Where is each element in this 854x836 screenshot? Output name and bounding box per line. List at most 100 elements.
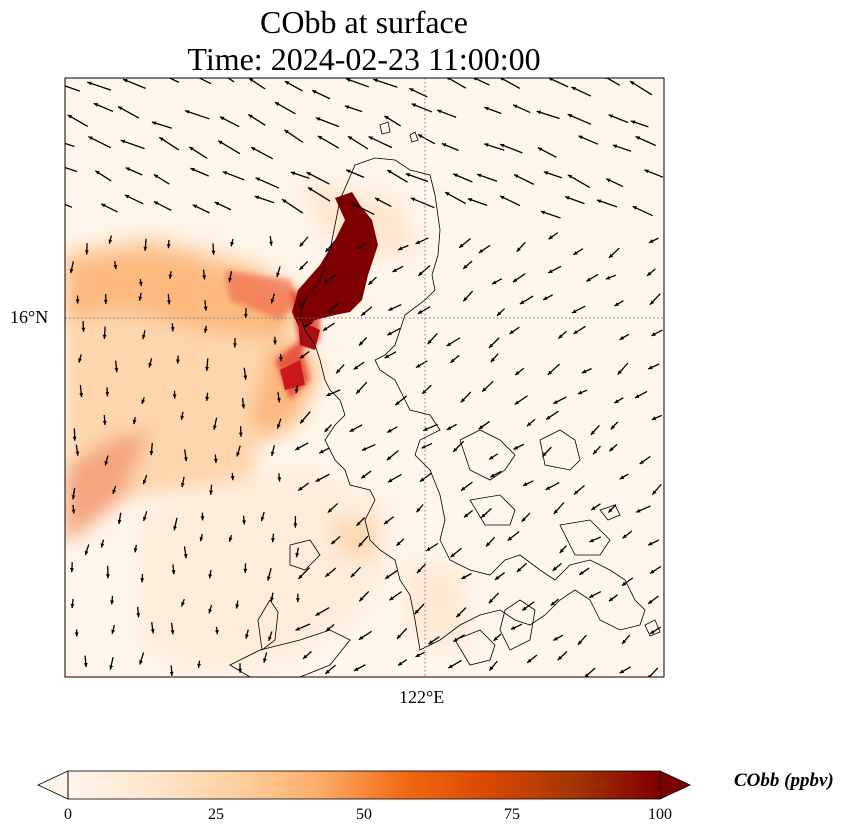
wind-arrowhead xyxy=(652,490,657,495)
wind-arrowhead xyxy=(276,398,281,403)
wind-arrowhead xyxy=(315,477,321,482)
wind-arrowhead xyxy=(512,278,518,283)
wind-arrowhead xyxy=(302,654,308,659)
wind-arrowhead xyxy=(396,541,401,546)
wind-arrowhead xyxy=(297,303,302,308)
wind-arrowhead xyxy=(232,343,237,348)
wind-arrowhead xyxy=(251,147,256,151)
wind-arrowhead xyxy=(295,552,300,558)
wind-arrowhead xyxy=(478,248,484,253)
wind-arrowhead xyxy=(83,662,88,668)
wind-arrowhead xyxy=(95,170,100,175)
wind-arrowhead xyxy=(492,280,497,285)
wind-arrowhead xyxy=(102,420,107,426)
wind-arrowhead xyxy=(48,197,52,201)
wind-arrowhead xyxy=(248,78,254,83)
wind-arrowhead xyxy=(208,608,213,614)
wind-arrowhead xyxy=(619,475,625,480)
wind-arrowhead xyxy=(276,424,281,429)
coastlines xyxy=(229,121,661,677)
wind-arrowhead xyxy=(619,335,625,340)
wind-arrowhead xyxy=(169,671,174,676)
wind-arrowhead xyxy=(565,196,570,200)
wind-arrowhead xyxy=(481,513,486,518)
map-title: CObb at surface xyxy=(260,4,468,40)
wind-arrowhead xyxy=(356,521,361,526)
wind-arrowhead xyxy=(651,332,656,336)
wind-arrowhead xyxy=(326,392,331,397)
wind-arrow xyxy=(65,166,78,173)
wind-arrowhead xyxy=(104,461,109,466)
wind-arrowhead xyxy=(373,78,378,83)
wind-arrowhead xyxy=(489,666,494,671)
wind-arrowhead xyxy=(389,596,394,601)
wind-arrowhead xyxy=(295,597,300,603)
longitude-label: 122°E xyxy=(399,687,445,707)
wind-arrowhead xyxy=(87,81,92,86)
wind-arrowhead xyxy=(605,275,611,280)
colorbar-min-extension xyxy=(37,770,69,800)
colorbar-max-extension xyxy=(659,770,691,800)
wind-arrowhead xyxy=(608,114,614,119)
wind-arrowhead xyxy=(536,110,542,115)
wind-arrow xyxy=(629,80,653,96)
wind-arrowhead xyxy=(392,268,397,272)
wind-arrowhead xyxy=(445,192,450,196)
wind-arrowhead xyxy=(150,629,155,634)
wind-arrowhead xyxy=(482,387,487,392)
wind-arrowhead xyxy=(328,308,333,314)
wind-arrowhead xyxy=(295,626,300,631)
wind-arrowhead xyxy=(277,477,282,482)
wind-arrowhead xyxy=(75,451,80,456)
wind-arrowhead xyxy=(644,169,649,174)
wind-arrowhead xyxy=(384,520,389,525)
wind-arrowhead xyxy=(521,517,526,522)
wind-arrowhead xyxy=(278,357,283,362)
wind-arrowhead xyxy=(610,425,615,430)
wind-arrowhead xyxy=(545,486,551,490)
wind-arrowhead xyxy=(143,246,148,251)
wind-arrowhead xyxy=(336,369,341,374)
wind-arrowhead xyxy=(428,640,434,645)
wind-arrowhead xyxy=(71,509,76,514)
wind-arrowhead xyxy=(139,660,143,665)
wind-arrowhead xyxy=(553,400,558,404)
wind-arrowhead xyxy=(515,371,520,376)
wind-arrow xyxy=(198,78,212,85)
wind-arrow xyxy=(351,202,375,216)
wind-arrowhead xyxy=(415,653,421,657)
wind-arrowhead xyxy=(650,629,655,634)
wind-arrowhead xyxy=(450,358,455,363)
wind-arrowhead xyxy=(153,201,159,206)
wind-arrowhead xyxy=(290,171,296,176)
wind-arrowhead xyxy=(489,455,494,460)
wind-arrowhead xyxy=(306,172,312,176)
wind-arrowhead xyxy=(284,81,290,85)
wind-arrowhead xyxy=(236,452,241,457)
wind-arrowhead xyxy=(331,540,336,545)
wind-arrowhead xyxy=(510,625,516,630)
wind-arrowhead xyxy=(212,425,217,430)
wind-arrowhead xyxy=(426,547,431,551)
wind-arrowhead xyxy=(312,90,317,94)
wind-arrowhead xyxy=(396,634,402,639)
wind-arrowhead xyxy=(622,534,627,539)
wind-arrowhead xyxy=(114,368,119,373)
wind-arrowhead xyxy=(172,394,177,399)
wind-arrow xyxy=(307,186,331,202)
wind-arrowhead xyxy=(351,203,357,207)
wind-arrowhead xyxy=(203,328,208,333)
wind-arrowhead xyxy=(446,426,452,430)
wind-arrow xyxy=(217,140,241,155)
wind-arrowhead xyxy=(132,419,137,425)
wind-arrowhead xyxy=(142,479,147,485)
wind-arrowhead xyxy=(516,567,522,573)
wind-arrowhead xyxy=(205,366,210,371)
wind-arrowhead xyxy=(153,174,159,179)
wind-arrowhead xyxy=(138,296,143,301)
wind-arrowhead xyxy=(548,78,553,82)
wind-arrowhead xyxy=(596,199,602,204)
wind-arrowhead xyxy=(222,171,228,175)
wind-arrowhead xyxy=(303,323,308,328)
wind-arrowhead xyxy=(648,674,652,677)
